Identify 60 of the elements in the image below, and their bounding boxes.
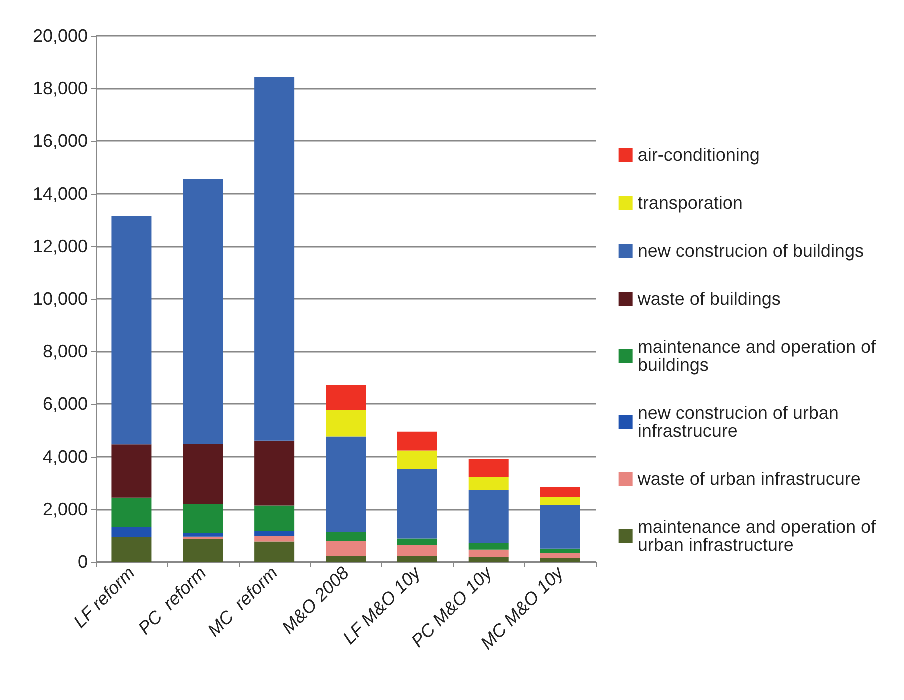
- bar: [112, 537, 152, 562]
- bar: [183, 533, 224, 537]
- y-tick-label: 2,000: [42, 499, 88, 520]
- legend-label: air-conditioning: [638, 145, 760, 165]
- bar: [112, 444, 152, 498]
- legend-label: maintenance and operation of buildings: [638, 337, 882, 375]
- legend-label: new construcion of urban infrastrucure: [638, 403, 844, 441]
- y-tick-label: 18,000: [32, 78, 88, 99]
- legend-label: new construcion of buildings: [638, 241, 864, 261]
- bar: [183, 179, 224, 444]
- legend-label: maintenance and operation of urban infrastructure: [638, 517, 882, 555]
- bar: [468, 477, 509, 490]
- bar: [112, 498, 152, 528]
- bar: [254, 531, 295, 536]
- bar: [326, 532, 366, 542]
- bar: [254, 542, 295, 562]
- bar: [326, 410, 366, 437]
- bar: [183, 444, 224, 504]
- bar: [183, 504, 224, 534]
- bar: [468, 550, 509, 558]
- bar: [397, 432, 438, 451]
- bar: [540, 558, 580, 562]
- bar: [397, 450, 438, 470]
- bar: [468, 543, 509, 550]
- bar: [540, 553, 580, 558]
- y-tick-label: 14,000: [32, 184, 88, 204]
- y-tick-label: 10,000: [32, 289, 88, 309]
- bar: [540, 505, 580, 549]
- bar: [397, 556, 438, 562]
- bar: [254, 506, 295, 532]
- bar: [254, 536, 295, 542]
- bar: [468, 459, 509, 478]
- bar: [397, 538, 438, 546]
- bar: [397, 545, 438, 556]
- bar: [468, 558, 509, 562]
- bar: [326, 556, 366, 562]
- bar: [468, 490, 509, 544]
- bar: [112, 216, 152, 445]
- y-tick-label: 12,000: [32, 236, 88, 256]
- bar: [112, 527, 152, 538]
- bar: [540, 497, 580, 506]
- bar: [397, 469, 438, 539]
- legend-label: waste of urban infrastrucure: [636, 469, 861, 489]
- y-tick-label: 0: [78, 552, 88, 572]
- bar: [326, 541, 366, 556]
- bar: [254, 440, 295, 506]
- y-tick-label: 16,000: [32, 131, 88, 152]
- bar: [540, 548, 580, 554]
- y-tick-label: 6,000: [42, 394, 88, 414]
- y-tick-label: 8,000: [42, 342, 88, 362]
- bar: [540, 487, 580, 498]
- bar: [326, 386, 366, 411]
- y-tick-label: 20,000: [32, 26, 88, 46]
- legend-label: waste of buildings: [636, 289, 781, 309]
- y-tick-label: 4,000: [42, 446, 88, 467]
- bar: [183, 540, 224, 562]
- bar: [326, 436, 366, 533]
- bar: [183, 536, 224, 540]
- legend-label: transporation: [638, 193, 743, 213]
- bar: [254, 77, 295, 441]
